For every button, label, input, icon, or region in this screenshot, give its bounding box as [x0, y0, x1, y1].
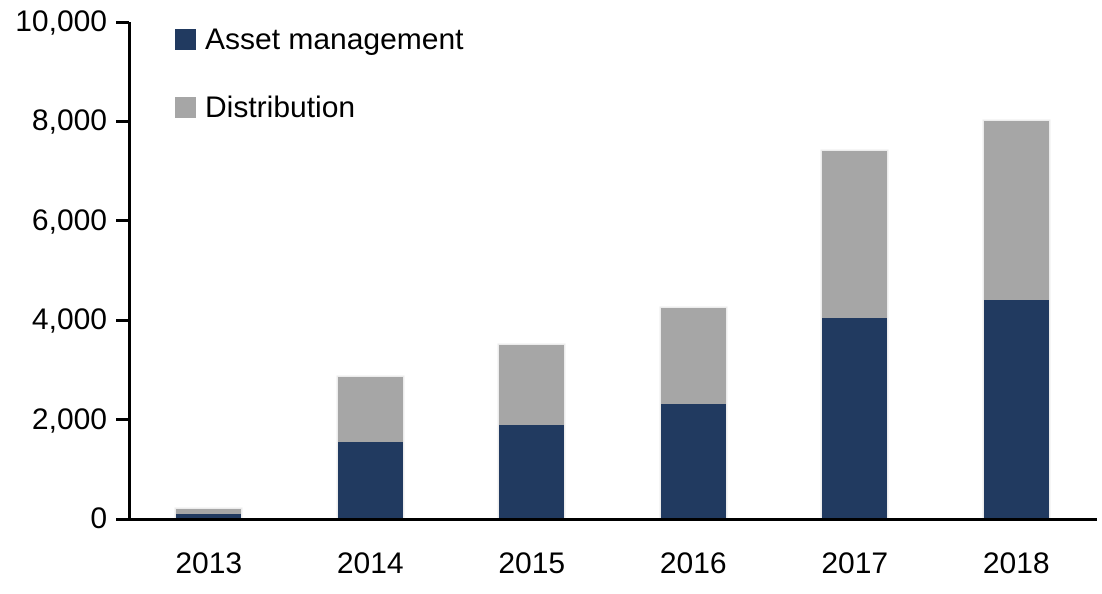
- y-axis-tick-label: 4,000: [31, 303, 107, 337]
- x-axis-category-label: 2018: [982, 547, 1050, 580]
- legend-label-distribution: Distribution: [205, 90, 356, 124]
- bar-2014: [337, 376, 403, 519]
- legend-swatch-asset-management: [175, 29, 196, 50]
- y-axis-tick-label: 10,000: [15, 5, 107, 38]
- legend-item-distribution: Distribution: [175, 90, 463, 124]
- x-axis-line: [116, 518, 1097, 521]
- y-axis-tick-label: 2,000: [31, 402, 107, 436]
- bar-segment-2013-distribution: [176, 509, 242, 515]
- x-axis-category-label: 2016: [659, 547, 727, 580]
- y-axis-line: [128, 22, 131, 521]
- bar-segment-2016-asset-management: [660, 404, 726, 519]
- y-axis-tick-mark: [116, 119, 129, 123]
- bar-2013: [176, 509, 242, 519]
- x-axis-category-label: 2015: [498, 547, 566, 580]
- legend-item-asset-management: Asset management: [175, 22, 464, 56]
- y-axis-tick-mark: [116, 20, 129, 24]
- x-axis-category-label: 2014: [336, 547, 404, 580]
- bar-segment-2017-asset-management: [822, 317, 888, 519]
- x-axis-category-label: 2017: [821, 547, 889, 580]
- bar-segment-2014-distribution: [337, 376, 403, 442]
- bar-segment-2015-distribution: [499, 345, 565, 426]
- bar-segment-2015-asset-management: [499, 425, 565, 519]
- bar-segment-2014-asset-management: [337, 441, 403, 519]
- bar-2017: [822, 151, 888, 519]
- y-axis-tick-label: 6,000: [31, 203, 107, 237]
- legend-label-asset-management: Asset management: [205, 22, 464, 56]
- y-axis-tick-mark: [116, 418, 129, 422]
- y-axis-tick-label: 8,000: [31, 104, 107, 138]
- y-axis-tick-label: 0: [90, 502, 107, 535]
- x-axis-category-label: 2013: [175, 547, 243, 580]
- bar-segment-2017-distribution: [822, 151, 888, 318]
- bar-segment-2016-distribution: [660, 308, 726, 405]
- bar-2016: [660, 308, 726, 519]
- bar-2018: [983, 121, 1049, 519]
- legend: Asset management Distribution: [175, 22, 464, 163]
- bar-segment-2018-asset-management: [983, 300, 1049, 519]
- y-axis-tick-mark: [116, 318, 129, 322]
- bar-segment-2018-distribution: [983, 121, 1049, 301]
- bar-segment-2013-asset-management: [176, 514, 242, 519]
- y-axis-tick-mark: [116, 219, 129, 223]
- legend-swatch-distribution: [175, 97, 196, 118]
- bar-2015: [499, 345, 565, 519]
